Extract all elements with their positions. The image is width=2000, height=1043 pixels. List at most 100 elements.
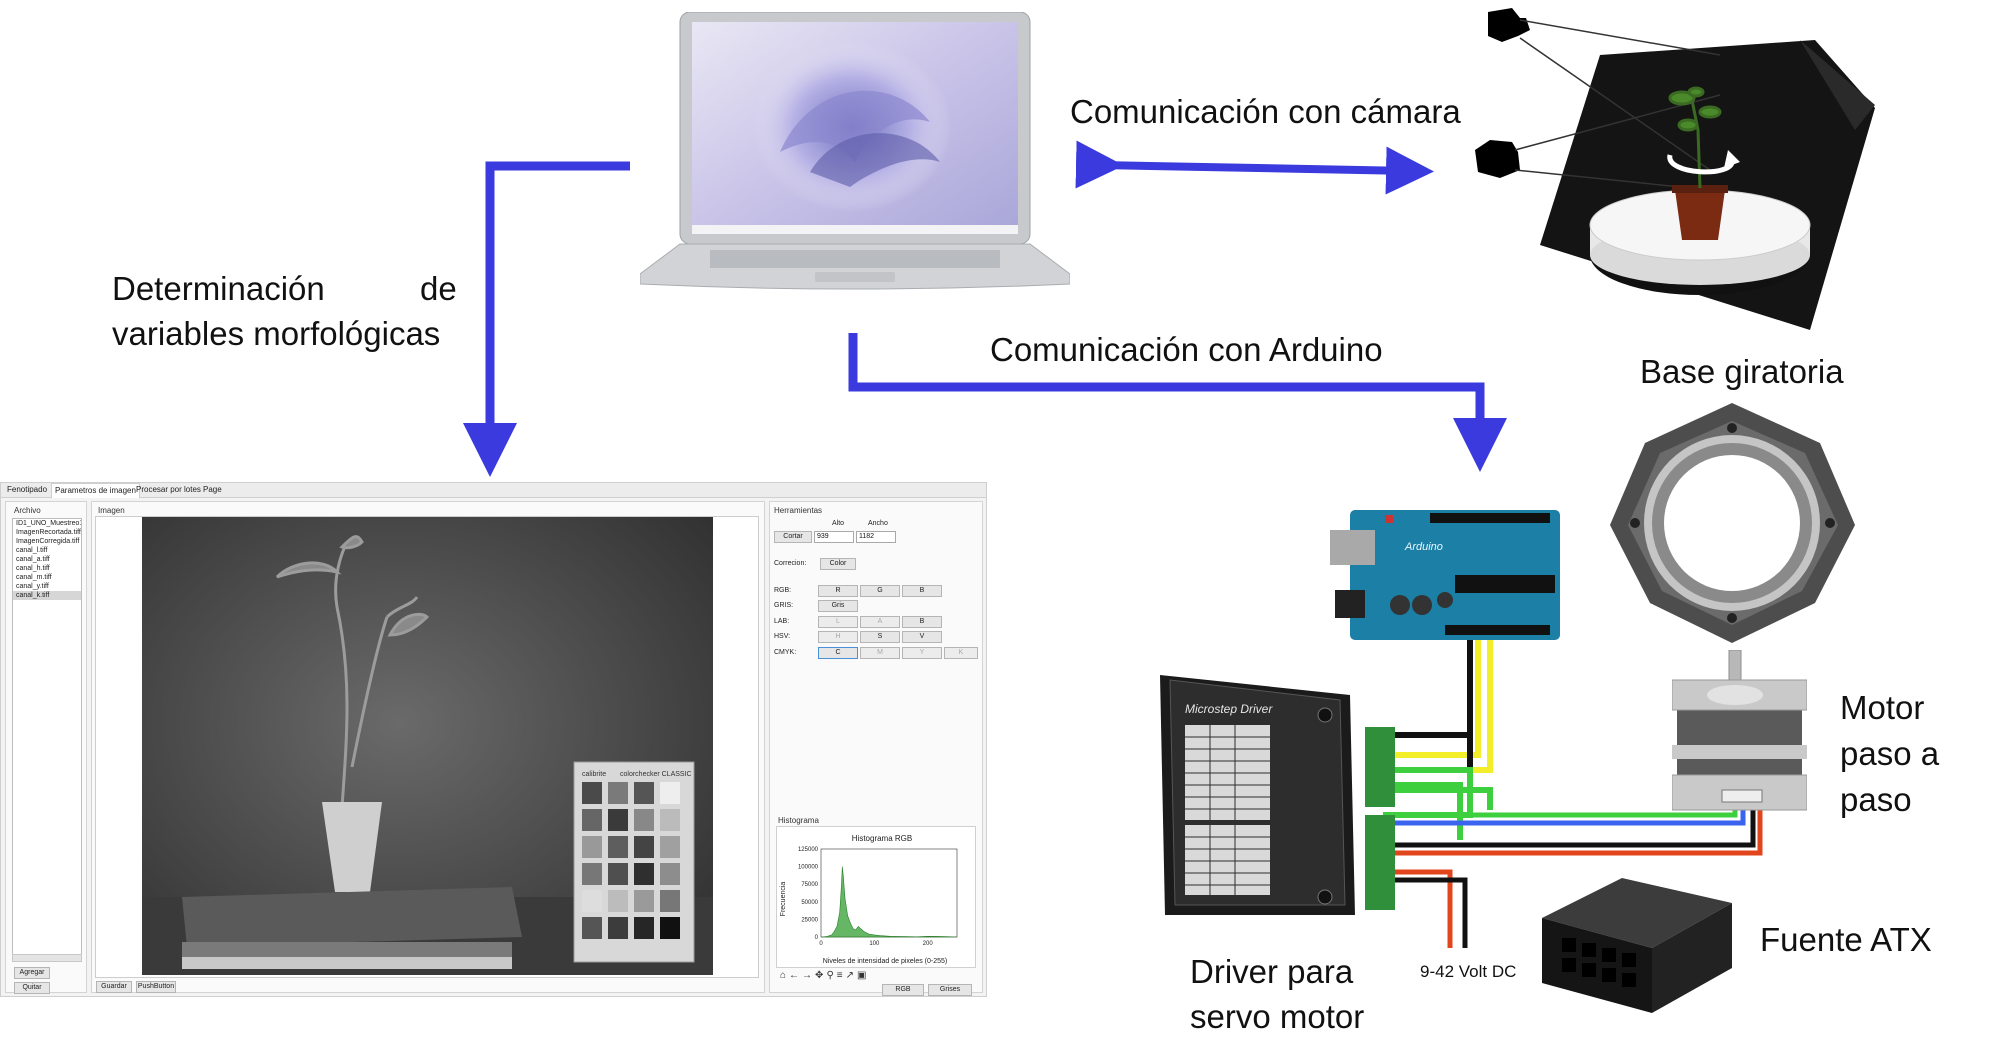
rgb-label: RGB: [774, 587, 792, 594]
list-item[interactable]: ID1_UNO_Muestreo1_R [16, 520, 81, 527]
camera-comm-label: Comunicación con cámara [1070, 93, 1461, 130]
turntable-label: Base giratoria [1640, 353, 1844, 390]
save-icon[interactable]: ▣ [857, 970, 870, 981]
gris-button[interactable]: Gris [818, 600, 858, 612]
alto-input[interactable]: 939 [814, 531, 854, 543]
laptop-illustration [639, 11, 1071, 290]
list-item[interactable]: ImagenRecortada.tiff [16, 529, 81, 536]
gris-label: GRIS: [774, 602, 794, 609]
camera-turntable-scene [1460, 0, 1890, 340]
arrow-camera-comm [1075, 140, 1434, 195]
alto-label: Alto [832, 520, 845, 527]
m-button[interactable]: M [860, 647, 900, 659]
turntable-bearing [1610, 403, 1855, 643]
pan-icon[interactable]: ✥ [815, 970, 827, 981]
cortar-button[interactable]: Cortar [774, 531, 812, 543]
horizontal-scrollbar[interactable] [12, 954, 82, 962]
tab-fenotipado[interactable]: Fenotipado [7, 485, 48, 494]
photo-box-illustration [1475, 8, 1875, 330]
arduino-illustration: Arduino [1330, 510, 1560, 640]
archivo-title: Archivo [14, 506, 41, 515]
b-button[interactable]: B [902, 585, 942, 597]
motor-label-3: paso [1840, 781, 1912, 818]
s-button[interactable]: S [860, 631, 900, 643]
pushbutton-button[interactable]: PushButton [136, 981, 176, 993]
x-tick-label: 100 [869, 941, 880, 947]
histogram-series [820, 866, 958, 938]
imagen-title: Imagen [98, 506, 125, 515]
y-tick-label: 100000 [798, 865, 819, 871]
phenotyping-app-window: Fenotipado Parametros de imagen Procesar… [0, 482, 987, 997]
tab-page[interactable]: Page [203, 485, 222, 494]
list-item[interactable]: canal_l.tiff [16, 547, 48, 554]
plant-photo: calibrite colorchecker CLASSIC [142, 517, 713, 975]
histogram-panel: Histograma RGB Niveles de intensidad de … [776, 826, 976, 968]
y-tick-label: 0 [815, 935, 819, 941]
stepper-motor [1671, 649, 1808, 820]
rgb-hist-button[interactable]: RGB [882, 984, 924, 996]
color-button[interactable]: Color [820, 558, 856, 570]
guardar-button[interactable]: Guardar [96, 981, 132, 993]
grises-hist-button[interactable]: Grises [928, 984, 972, 996]
lab-label: LAB: [774, 618, 790, 625]
list-item[interactable]: canal_h.tiff [16, 565, 50, 572]
chart-toolbar: ⌂←→✥⚲≡↗▣ [780, 970, 869, 981]
tab-parametros-imagen[interactable]: Parametros de imagen [51, 483, 140, 498]
a-button[interactable]: A [860, 616, 900, 628]
y-tick-label: 75000 [801, 882, 818, 888]
edit-curve-icon[interactable]: ↗ [845, 970, 857, 981]
file-list[interactable]: ID1_UNO_Muestreo1_R ImagenRecortada.tiff… [12, 518, 82, 955]
g-button[interactable]: G [860, 585, 900, 597]
psu-label: Fuente ATX [1760, 921, 1932, 958]
motor-label-1: Motor [1840, 689, 1925, 726]
correccion-label: Correcion: [774, 560, 807, 567]
list-item[interactable]: canal_y.tiff [16, 583, 49, 590]
arrow-to-software [463, 161, 630, 477]
svg-text:Microstep Driver: Microstep Driver [1185, 702, 1273, 716]
imagen-panel: Imagen [91, 501, 765, 993]
x-axis-label: Niveles de intensidad de pixeles (0-255) [823, 958, 948, 965]
ancho-label: Ancho [868, 520, 888, 527]
morph-label-line2: variables morfológicas [112, 315, 441, 352]
voltage-label: 9-42 Volt DC [1420, 962, 1517, 981]
y-tick-label: 25000 [801, 917, 818, 923]
k-button[interactable]: K [944, 647, 978, 659]
lab-b-button[interactable]: B [902, 616, 942, 628]
tab-bar: Fenotipado Parametros de imagen Procesar… [1, 483, 986, 498]
arduino-comm-label: Comunicación con Arduino [990, 331, 1383, 368]
tab-procesar-lotes[interactable]: Procesar por lotes [136, 485, 201, 494]
c-button[interactable]: C [818, 647, 858, 659]
colorchecker-name: colorchecker CLASSIC [620, 771, 692, 778]
list-item[interactable]: ImagenCorregida.tiff [16, 538, 80, 545]
chart-title: Histograma RGB [852, 834, 912, 843]
list-item[interactable]: canal_a.tiff [16, 556, 50, 563]
h-button[interactable]: H [818, 631, 858, 643]
forward-icon[interactable]: → [802, 970, 816, 981]
y-tick-label: 50000 [801, 900, 818, 906]
back-icon[interactable]: ← [789, 970, 803, 981]
driver-label-2: servo motor [1190, 998, 1365, 1035]
y-button[interactable]: Y [902, 647, 942, 659]
home-icon[interactable]: ⌂ [780, 970, 790, 981]
camera-side-icon [1475, 140, 1520, 178]
stepper-motor-illustration [1671, 649, 1808, 811]
quitar-button[interactable]: Quitar [14, 982, 50, 994]
bearing-illustration [1610, 403, 1855, 643]
morph-label-line1-b: de [420, 270, 457, 307]
atx-power-supply [1542, 878, 1732, 1013]
l-button[interactable]: L [818, 616, 858, 628]
list-item[interactable]: canal_m.tiff [16, 574, 52, 581]
r-button[interactable]: R [818, 585, 858, 597]
zoom-icon[interactable]: ⚲ [826, 970, 837, 981]
plant-icon [1668, 86, 1722, 189]
archivo-panel: Archivo ID1_UNO_Muestreo1_R ImagenRecort… [5, 501, 87, 994]
configure-icon[interactable]: ≡ [836, 970, 846, 981]
ancho-input[interactable]: 1182 [856, 531, 896, 543]
v-button[interactable]: V [902, 631, 942, 643]
arrow-arduino-comm [848, 333, 1507, 472]
list-item-selected[interactable]: canal_k.tiff [13, 591, 81, 600]
cmyk-label: CMYK: [774, 649, 797, 656]
agregar-button[interactable]: Agregar [14, 967, 50, 979]
image-viewport[interactable]: calibrite colorchecker CLASSIC [95, 516, 759, 978]
hsv-label: HSV: [774, 633, 791, 640]
